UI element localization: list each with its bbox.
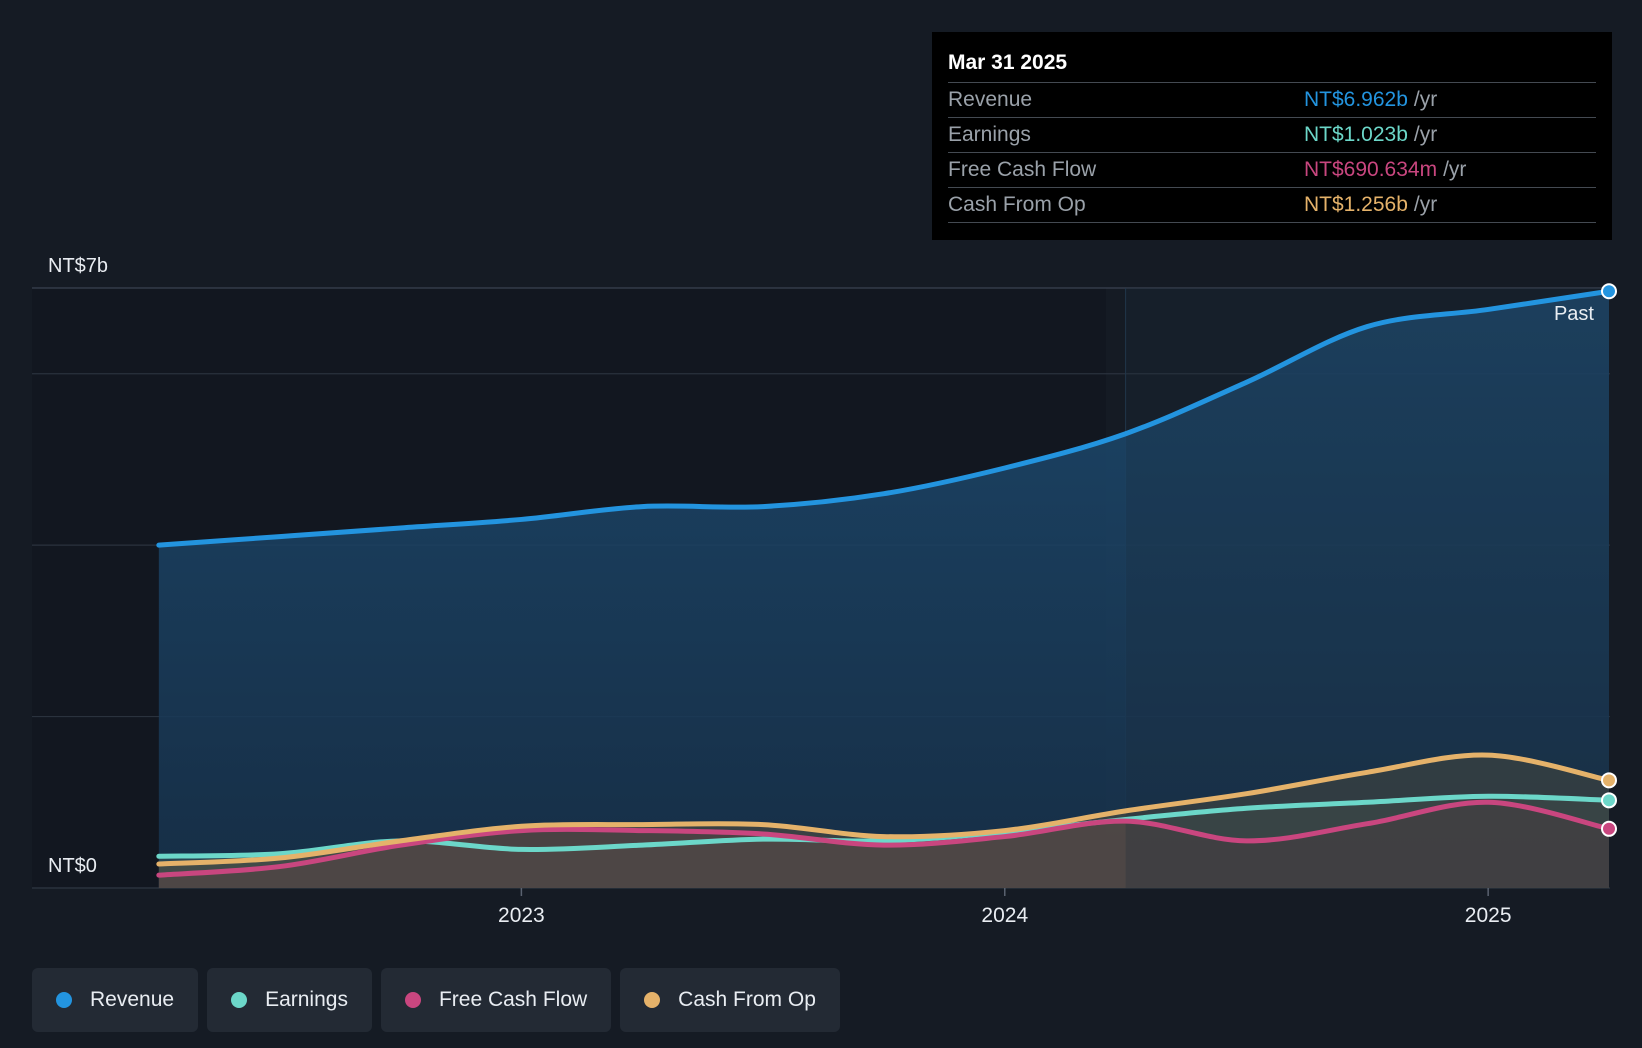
tooltip-label: Cash From Op (948, 193, 1086, 216)
legend-dot-icon (56, 992, 72, 1008)
endpoint-earnings (1601, 792, 1617, 809)
legend-item-free-cash-flow[interactable]: Free Cash Flow (380, 968, 612, 1032)
tooltip-row-earnings: Earnings NT$1.023b /yr (948, 118, 1596, 153)
past-label: Past (1554, 303, 1594, 325)
tooltip-unit: /yr (1443, 158, 1467, 181)
tooltip-value: NT$6.962b (1304, 88, 1408, 111)
legend-label: Earnings (265, 988, 348, 1011)
y-axis-max-label: NT$7b (48, 255, 108, 277)
line-cash-from-op (156, 752, 1612, 867)
legend-item-earnings[interactable]: Earnings (207, 968, 372, 1032)
tooltip-value: NT$1.256b (1304, 193, 1408, 216)
tooltip-row-revenue: Revenue NT$6.962b /yr (948, 83, 1596, 118)
chart-legend: Revenue Earnings Free Cash Flow Cash Fro… (32, 968, 840, 1032)
tooltip-value: NT$690.634m (1304, 158, 1438, 181)
legend-label: Cash From Op (678, 988, 816, 1011)
x-tick-label: 2025 (1465, 904, 1512, 927)
tooltip-date: Mar 31 2025 (948, 44, 1596, 83)
legend-label: Revenue (90, 988, 175, 1011)
endpoint-cash-from-op (1601, 772, 1617, 789)
x-tick-label: 2024 (981, 904, 1028, 927)
tooltip-label: Earnings (948, 123, 1031, 146)
endpoint-free-cash-flow (1601, 820, 1617, 837)
tooltip-unit: /yr (1413, 123, 1438, 146)
line-revenue (156, 288, 1612, 548)
legend-dot-icon (231, 992, 248, 1008)
tooltip-label: Revenue (948, 88, 1033, 111)
legend-item-cash-from-op[interactable]: Cash From Op (620, 968, 840, 1032)
area-cash-from-op (158, 755, 1610, 888)
past-region-highlight (1125, 288, 1609, 888)
endpoint-revenue (1601, 283, 1617, 300)
tooltip-row-cash-from-op: Cash From Op NT$1.256b /yr (948, 188, 1596, 223)
tooltip-row-free-cash-flow: Free Cash Flow NT$690.634m /yr (948, 153, 1596, 188)
area-revenue (158, 291, 1610, 888)
hover-tooltip: Mar 31 2025 Revenue NT$6.962b /yr Earnin… (932, 32, 1612, 240)
line-free-cash-flow (156, 799, 1612, 878)
legend-label: Free Cash Flow (438, 988, 588, 1011)
legend-dot-icon (404, 992, 421, 1008)
tooltip-value: NT$1.023b (1304, 123, 1408, 146)
legend-item-revenue[interactable]: Revenue (32, 968, 199, 1032)
tooltip-unit: /yr (1413, 88, 1438, 111)
y-axis-min-label: NT$0 (48, 855, 97, 877)
x-tick-label: 2023 (498, 904, 545, 927)
legend-dot-icon (644, 992, 661, 1008)
tooltip-unit: /yr (1413, 193, 1438, 216)
tooltip-label: Free Cash Flow (948, 158, 1097, 181)
